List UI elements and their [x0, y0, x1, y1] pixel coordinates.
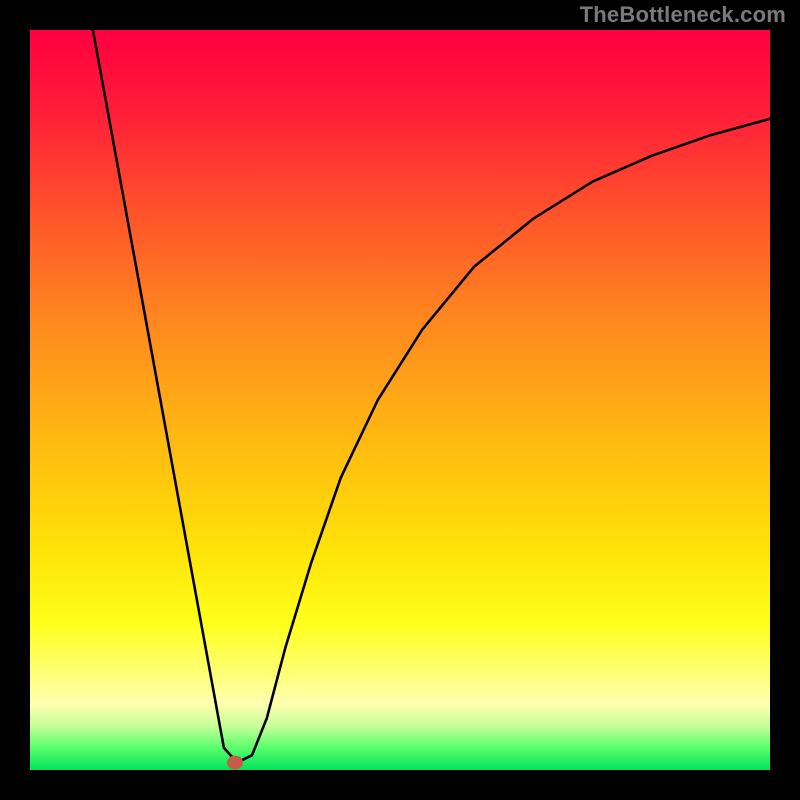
bottleneck-curve-chart [30, 30, 770, 770]
chart-background [30, 30, 770, 770]
minimum-marker [227, 756, 243, 770]
watermark-text: TheBottleneck.com [580, 2, 786, 28]
chart-frame: TheBottleneck.com [0, 0, 800, 800]
